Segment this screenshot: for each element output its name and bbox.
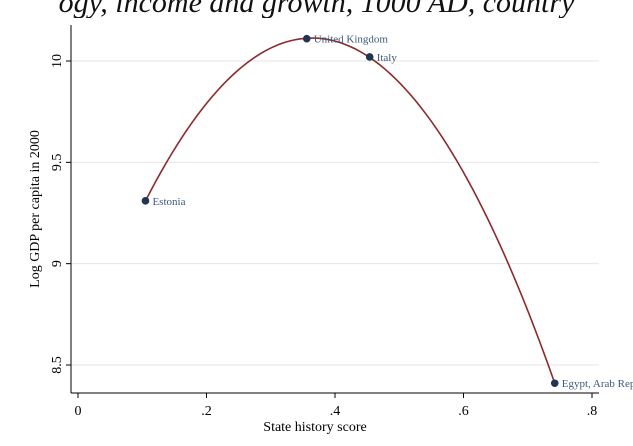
- point-label: Egypt, Arab Rep.: [562, 378, 633, 390]
- y-tick-label: 8.5: [50, 356, 65, 374]
- data-point: [141, 197, 150, 205]
- y-axis-label: Log GDP per capita in 2000: [28, 130, 43, 288]
- data-point: [365, 53, 374, 61]
- gridlines: [72, 60, 599, 366]
- x-tick-label: .8: [587, 404, 598, 419]
- point-label: Estonia: [152, 196, 185, 208]
- y-tick-label: 9.5: [50, 154, 65, 172]
- y-tick-label: 10: [50, 54, 65, 68]
- data-point: [302, 34, 311, 43]
- axes: [70, 25, 599, 394]
- point-label: United Kingdom: [314, 34, 389, 46]
- y-tick-label: 9: [50, 260, 65, 267]
- ticks: 8.5 9 9.5 10 0 .2 .4 .6 .8: [50, 54, 597, 419]
- caption-fragment: ogy, income and growth, 1000 AD, country: [58, 0, 575, 18]
- x-tick-label: .4: [330, 404, 341, 419]
- point-label: Italy: [377, 52, 398, 64]
- x-tick-label: .6: [458, 404, 469, 419]
- quadratic-fit-line: [144, 37, 556, 384]
- x-axis-label: State history score: [263, 420, 366, 435]
- x-tick-label: 0: [75, 404, 82, 419]
- data-points: Estonia United Kingdom Italy Egypt, Arab Re…: [141, 34, 633, 390]
- data-point: [550, 379, 559, 388]
- x-tick-label: .2: [201, 404, 212, 419]
